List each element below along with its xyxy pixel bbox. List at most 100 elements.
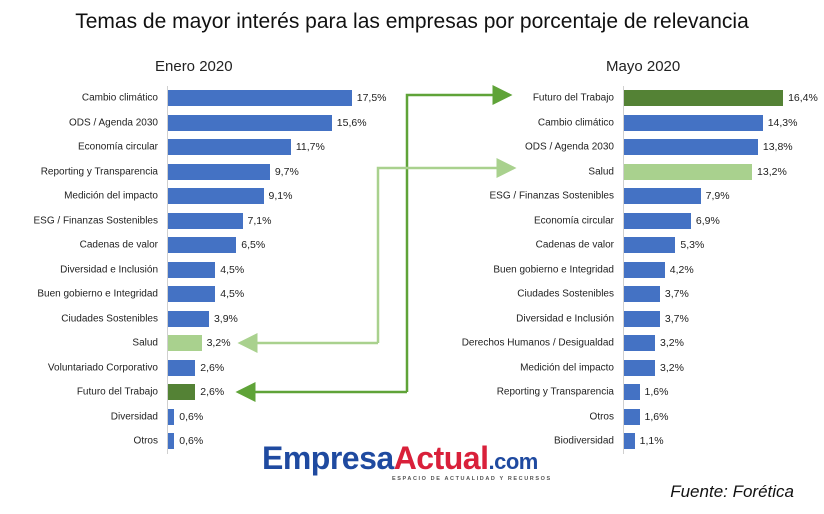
category-label: ESG / Finanzas Sostenibles: [489, 190, 614, 202]
data-label: 1,1%: [639, 435, 664, 447]
data-label: 1,6%: [644, 386, 669, 398]
data-label: 2,6%: [200, 386, 225, 398]
category-label: Diversidad e Inclusión: [516, 313, 614, 324]
data-label: 4,5%: [220, 288, 245, 300]
bar: [624, 163, 753, 180]
category-label: Cadenas de valor: [79, 239, 158, 251]
data-label: 14,3%: [767, 116, 798, 129]
category-label: ESG / Finanzas Sostenibles: [33, 215, 158, 226]
bar: [624, 261, 665, 278]
category-label: Otros: [133, 435, 158, 447]
bar: [168, 310, 209, 327]
category-label: Cambio climático: [537, 117, 614, 128]
bar: [624, 139, 758, 155]
category-label: Cadenas de valor: [535, 239, 614, 251]
data-label: 15,6%: [336, 116, 367, 129]
bar: [624, 237, 676, 253]
category-label: Buen gobierno e Integridad: [37, 288, 158, 300]
category-label: ODS / Agenda 2030: [525, 141, 614, 153]
category-label: Cambio climático: [81, 92, 158, 104]
data-label: 3,2%: [660, 361, 684, 374]
chart-title: Temas de mayor interés para las empresas…: [75, 10, 749, 33]
category-label: ODS / Agenda 2030: [69, 117, 158, 128]
data-label: 3,2%: [660, 337, 684, 349]
data-label: 9,7%: [274, 165, 299, 178]
category-label: Otros: [589, 411, 614, 422]
category-label: Buen gobierno e Integridad: [493, 264, 614, 275]
category-label: Voluntariado Corporativo: [47, 362, 158, 373]
data-label: 3,7%: [664, 312, 689, 325]
bar: [624, 433, 635, 449]
category-label: Futuro del Trabajo: [76, 386, 158, 398]
data-label: 3,7%: [664, 288, 689, 300]
bar: [168, 90, 352, 106]
data-label: 5,3%: [680, 239, 705, 251]
source-note: Fuente: Forética: [670, 482, 794, 501]
category-label: Diversidad: [110, 411, 158, 422]
bar: [624, 212, 691, 229]
bar: [168, 163, 270, 180]
bar: [168, 408, 175, 425]
bar: [168, 237, 237, 253]
data-label: 13,8%: [762, 141, 793, 153]
category-label: Futuro del Trabajo: [532, 92, 614, 104]
bar: [168, 335, 202, 351]
logo: EmpresaActual.com: [262, 440, 538, 476]
left-chart-title: Enero 2020: [155, 58, 233, 75]
data-label: 0,6%: [179, 435, 204, 447]
category-label: Biodiversidad: [553, 435, 614, 447]
arrow-salud: [376, 158, 517, 343]
bar: [624, 188, 701, 204]
bar: [624, 310, 660, 327]
category-label: Ciudades Sostenibles: [517, 288, 614, 300]
bar: [168, 359, 196, 376]
bar: [168, 212, 243, 229]
bar: [624, 359, 656, 376]
bar: [168, 384, 196, 400]
data-label: 9,1%: [268, 190, 293, 202]
data-label: 4,5%: [220, 263, 245, 276]
data-label: 4,2%: [669, 263, 694, 276]
data-label: 3,2%: [206, 337, 231, 349]
category-label: Reporting y Transparencia: [40, 166, 158, 177]
bar: [168, 261, 216, 278]
arrow-futuro-trabajo: [405, 85, 513, 392]
data-label: 11,7%: [295, 141, 325, 153]
category-label: Economía circular: [533, 215, 614, 226]
logo-tagline: ESPACIO DE ACTUALIDAD Y RECURSOS: [392, 476, 552, 482]
data-label: 1,6%: [644, 410, 669, 423]
category-label: Salud: [132, 337, 158, 349]
bar: [168, 286, 216, 302]
bar: [624, 408, 640, 425]
data-label: 6,9%: [695, 214, 720, 227]
data-label: 7,9%: [705, 190, 730, 202]
category-label: Economía circular: [77, 141, 158, 153]
data-label: 17,5%: [356, 92, 387, 104]
data-label: 2,6%: [200, 361, 225, 374]
category-label: Medición del impacto: [64, 190, 158, 202]
bar: [168, 433, 175, 449]
category-label: Medición del impacto: [520, 362, 614, 373]
axis-line: [623, 86, 624, 454]
category-label: Derechos Humanos / Desigualdad: [461, 337, 614, 349]
category-label: Reporting y Transparencia: [496, 386, 614, 398]
axis-line: [167, 86, 168, 454]
bar: [168, 139, 291, 155]
bar: [624, 114, 763, 131]
bar: [168, 114, 332, 131]
data-label: 6,5%: [241, 239, 266, 251]
data-label: 7,1%: [247, 214, 272, 227]
data-label: 0,6%: [179, 410, 204, 423]
category-label: Salud: [588, 166, 614, 177]
data-label: 3,9%: [213, 312, 238, 325]
bar: [624, 384, 640, 400]
bar: [624, 90, 784, 106]
bar: [624, 286, 660, 302]
right-chart-title: Mayo 2020: [606, 58, 681, 75]
bar: [624, 335, 656, 351]
bar: [168, 188, 264, 204]
category-label: Diversidad e Inclusión: [60, 264, 158, 275]
data-label: 13,2%: [757, 165, 787, 178]
